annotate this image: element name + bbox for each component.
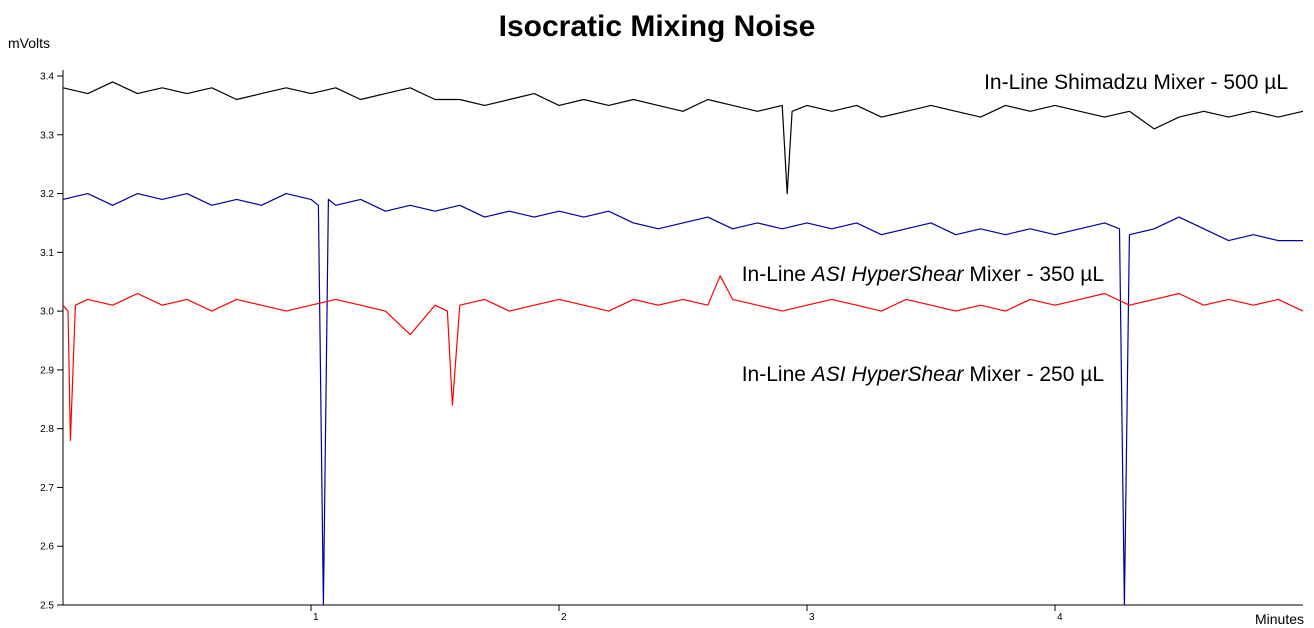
y-tick-label: 3.3: [40, 130, 54, 141]
series-label-2: In-Line ASI HyperShear Mixer - 250 µL: [742, 363, 1104, 386]
y-tick-label: 3.0: [40, 307, 54, 318]
series-line-2: [62, 275, 1304, 441]
y-axis-ticks: 2.5 2.6 2.7 2.8 2.9 3.0 3.1 3.2 3.3 3.4: [40, 72, 63, 612]
y-tick-label: 2.7: [40, 483, 54, 494]
series-label-0: In-Line Shimadzu Mixer - 500 µL: [984, 71, 1288, 94]
series-label-part: ASI HyperShear: [810, 263, 965, 286]
series-line-0: [62, 81, 1304, 195]
series-labels: In-Line Shimadzu Mixer - 500 µL In-Line A…: [742, 71, 1288, 386]
x-tick-label: 4: [1057, 612, 1063, 623]
series-line-1: [62, 193, 1303, 606]
series-lines: [62, 81, 1304, 606]
x-tick-label: 3: [809, 612, 815, 623]
series-label-part: Mixer - 350 µL: [964, 263, 1104, 286]
series-label-part: Mixer - 250 µL: [964, 363, 1104, 386]
y-tick-label: 3.1: [40, 248, 54, 259]
x-axis-ticks: 1 2 3 4: [310, 605, 1063, 623]
y-axis-title: mVolts: [8, 35, 50, 51]
series-label-part: In-Line: [742, 263, 812, 286]
x-tick-label: 2: [561, 612, 567, 623]
x-tick-label: 1: [313, 612, 319, 623]
series-label-part: In-Line Shimadzu Mixer - 500 µL: [984, 71, 1288, 94]
series-label-part: In-Line: [742, 363, 812, 386]
y-tick-label: 3.4: [40, 72, 54, 83]
y-tick-label: 2.9: [40, 365, 54, 376]
series-label-part: ASI HyperShear: [810, 363, 965, 386]
y-tick-label: 3.2: [40, 189, 54, 200]
y-tick-label: 2.5: [40, 601, 54, 612]
y-tick-label: 2.8: [40, 424, 54, 435]
axes: [62, 70, 1303, 606]
x-axis-title: Minutes: [1255, 611, 1304, 627]
y-tick-label: 2.6: [40, 542, 54, 553]
chart-title: Isocratic Mixing Noise: [499, 10, 816, 43]
series-label-1: In-Line ASI HyperShear Mixer - 350 µL: [742, 263, 1104, 286]
